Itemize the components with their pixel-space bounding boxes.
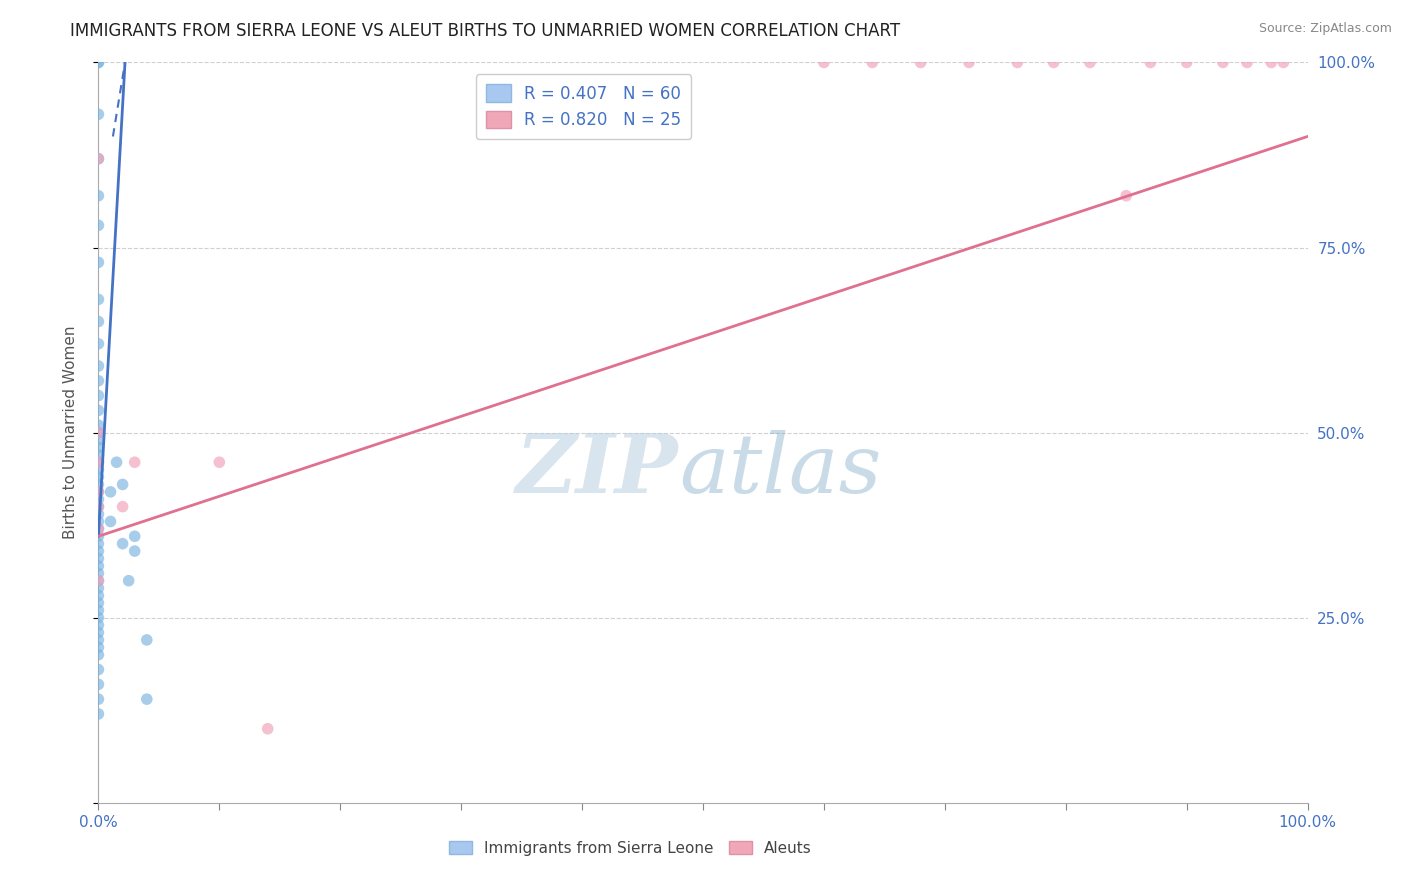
Point [1175,55,1198,70]
Point [105,455,128,469]
Point [813,55,835,70]
Point [87,632,110,647]
Point [87,500,110,514]
Point [87,603,110,617]
Point [87,388,110,402]
Point [87,507,110,521]
Point [87,574,110,588]
Point [135,632,157,647]
Point [87,515,110,529]
Point [87,529,110,543]
Point [1007,55,1029,70]
Point [87,677,110,691]
Point [100,515,122,529]
Text: atlas: atlas [679,430,882,509]
Point [87,455,110,469]
Point [87,536,110,550]
Point [87,706,110,721]
Point [1212,55,1234,70]
Point [87,425,110,440]
Point [111,477,134,491]
Point [87,566,110,581]
Point [1260,55,1282,70]
Point [111,536,134,550]
Text: IMMIGRANTS FROM SIERRA LEONE VS ALEUT BIRTHS TO UNMARRIED WOMEN CORRELATION CHAR: IMMIGRANTS FROM SIERRA LEONE VS ALEUT BI… [70,22,900,40]
Point [1139,55,1161,70]
Point [87,625,110,640]
Point [87,596,110,610]
Point [957,55,980,70]
Point [87,522,110,536]
Point [124,544,146,558]
Point [87,433,110,447]
Point [87,441,110,455]
Point [87,55,110,70]
Point [111,500,134,514]
Point [1115,188,1137,202]
Point [87,188,110,202]
Point [1042,55,1064,70]
Point [87,484,110,499]
Point [87,359,110,373]
Point [87,484,110,499]
Point [118,574,141,588]
Point [910,55,932,70]
Point [87,314,110,328]
Point [87,470,110,484]
Point [87,551,110,566]
Point [87,455,110,469]
Point [87,692,110,706]
Point [87,648,110,662]
Point [100,484,122,499]
Legend: Immigrants from Sierra Leone, Aleuts: Immigrants from Sierra Leone, Aleuts [443,835,818,862]
Point [124,529,146,543]
Point [208,455,231,469]
Point [87,500,110,514]
Point [87,462,110,476]
Point [87,640,110,655]
Point [87,522,110,536]
Point [87,589,110,603]
Point [87,403,110,417]
Point [87,152,110,166]
Point [256,722,278,736]
Y-axis label: Births to Unmarried Women: Births to Unmarried Women [63,326,77,540]
Point [87,293,110,307]
Point [1236,55,1258,70]
Point [87,425,110,440]
Point [1272,55,1295,70]
Text: ZIP: ZIP [516,430,679,509]
Point [87,374,110,388]
Point [87,336,110,351]
Point [87,255,110,269]
Point [87,574,110,588]
Point [1078,55,1101,70]
Point [87,152,110,166]
Point [87,558,110,573]
Point [87,448,110,462]
Point [87,610,110,624]
Point [87,107,110,121]
Point [87,544,110,558]
Point [124,455,146,469]
Point [87,219,110,233]
Point [87,55,110,70]
Point [87,663,110,677]
Point [87,581,110,595]
Point [87,418,110,433]
Point [87,492,110,507]
Point [87,477,110,491]
Text: Source: ZipAtlas.com: Source: ZipAtlas.com [1258,22,1392,36]
Point [87,618,110,632]
Point [860,55,883,70]
Point [135,692,157,706]
